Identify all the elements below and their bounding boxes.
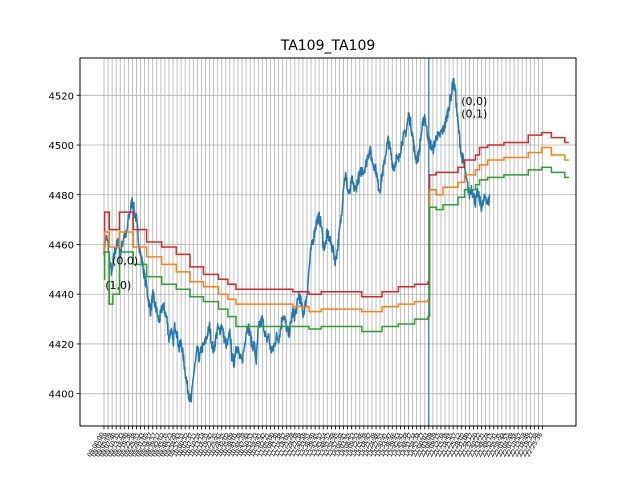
price-line [103,77,491,403]
y-axis: 4400 4420 4440 4460 4480 4500 4520 [49,91,80,401]
y-tick-label: 4460 [49,240,74,251]
y-tick-label: 4520 [49,91,74,102]
plot-frame [79,57,577,427]
annotation-label: (0,0) [461,95,487,108]
y-tick-label: 4480 [49,191,74,202]
annotation-label: (1,0) [105,279,131,292]
y-tick-label: 4500 [49,141,74,152]
y-tick-label: 4400 [49,390,74,401]
annotation-label: (0,0) [112,254,138,267]
step-line-1 [103,131,569,298]
step-line-3 [103,166,569,333]
annotations: (0,0)(1,0)(0,0)(0,1) [105,95,487,292]
y-tick-label: 4420 [49,340,74,351]
chart-title: TA109_TA109 [280,38,376,54]
series-layer [103,58,569,426]
y-tick-label: 4440 [49,290,74,301]
step-line-2 [103,146,569,313]
annotation-label: (0,1) [461,108,487,121]
x-axis: 09:00:0009:02:5909:05:0909:07:4009:10:31… [86,426,544,458]
